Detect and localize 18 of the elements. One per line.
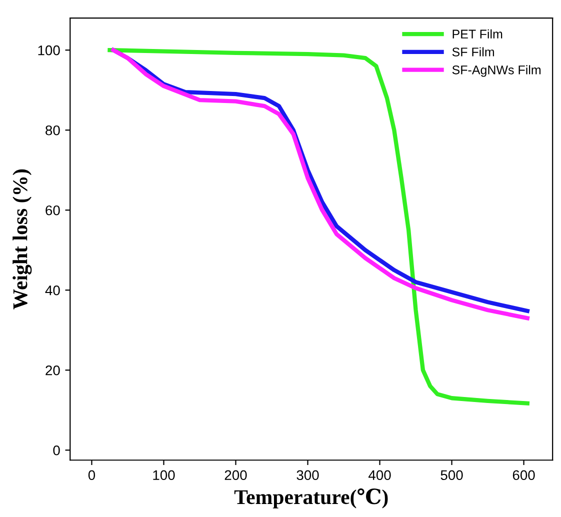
y-tick-label: 60 bbox=[46, 205, 60, 216]
x-tick-label: 0 bbox=[88, 470, 96, 480]
x-tick-label: 200 bbox=[224, 470, 247, 480]
y-tick-label: 40 bbox=[45, 285, 60, 296]
y-tick-label: 0 bbox=[53, 445, 60, 456]
y-axis-title: Weight loss (%) bbox=[12, 169, 32, 310]
x-tick-label: 600 bbox=[512, 470, 535, 480]
x-axis-title: Temperature(℃) bbox=[234, 488, 388, 508]
y-tick-label: 80 bbox=[46, 125, 60, 136]
legend-label: SF Film bbox=[452, 47, 494, 56]
x-tick-label: 500 bbox=[440, 470, 463, 480]
y-tick-label: 100 bbox=[38, 45, 60, 56]
y-tick-label: 20 bbox=[46, 365, 60, 376]
legend-label: SF-AgNWs Film bbox=[452, 65, 541, 77]
legend-label: PET Film bbox=[452, 29, 502, 38]
x-tick-label: 300 bbox=[296, 470, 319, 480]
x-tick-label: 400 bbox=[368, 470, 391, 480]
x-tick-label: 100 bbox=[153, 470, 175, 480]
